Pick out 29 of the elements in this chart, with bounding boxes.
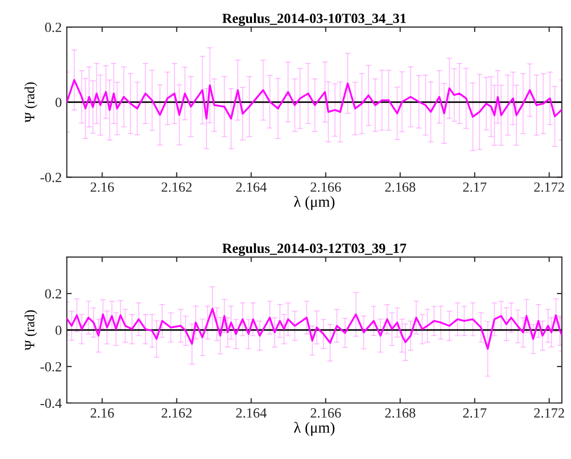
x-tick-label: 2.17 [463,408,486,418]
x-tick-label: 2.16 [90,408,114,418]
y-tick-label: -0.2 [40,172,62,182]
x-axis-title: λ (μm) [294,196,334,210]
x-axis-title: λ (μm) [294,422,334,436]
chart-title: Regulus_2014-03-12T03_39_17 [222,243,406,256]
line-series [66,308,562,350]
x-tick-label: 2.168 [385,408,416,418]
chart-title: Regulus_2014-03-10T03_34_31 [222,13,406,26]
y-tick-label: 0.2 [45,289,62,299]
x-tick-label: 2.168 [385,182,416,192]
y-tick-label: 0.2 [45,22,62,32]
x-tick-label: 2.16 [90,182,114,192]
x-tick-label: 2.164 [236,182,267,192]
x-tick-label: 2.164 [236,408,267,418]
x-tick-label: 2.172 [534,408,564,418]
x-tick-label: 2.162 [162,408,192,418]
y-axis-title: Ψ (rad) [24,82,38,122]
x-tick-label: 2.162 [162,182,192,192]
y-axis-title: Ψ (rad) [24,310,38,350]
y-tick-label: -0.4 [40,398,62,408]
x-tick-label: 2.17 [463,182,486,192]
x-tick-label: 2.166 [310,182,341,192]
x-tick-label: 2.166 [310,408,341,418]
y-tick-label: 0 [56,326,62,335]
y-tick-label: 0 [56,98,62,108]
line-series [66,79,562,120]
y-tick-label: -0.2 [40,362,62,372]
x-tick-label: 2.172 [534,182,564,192]
